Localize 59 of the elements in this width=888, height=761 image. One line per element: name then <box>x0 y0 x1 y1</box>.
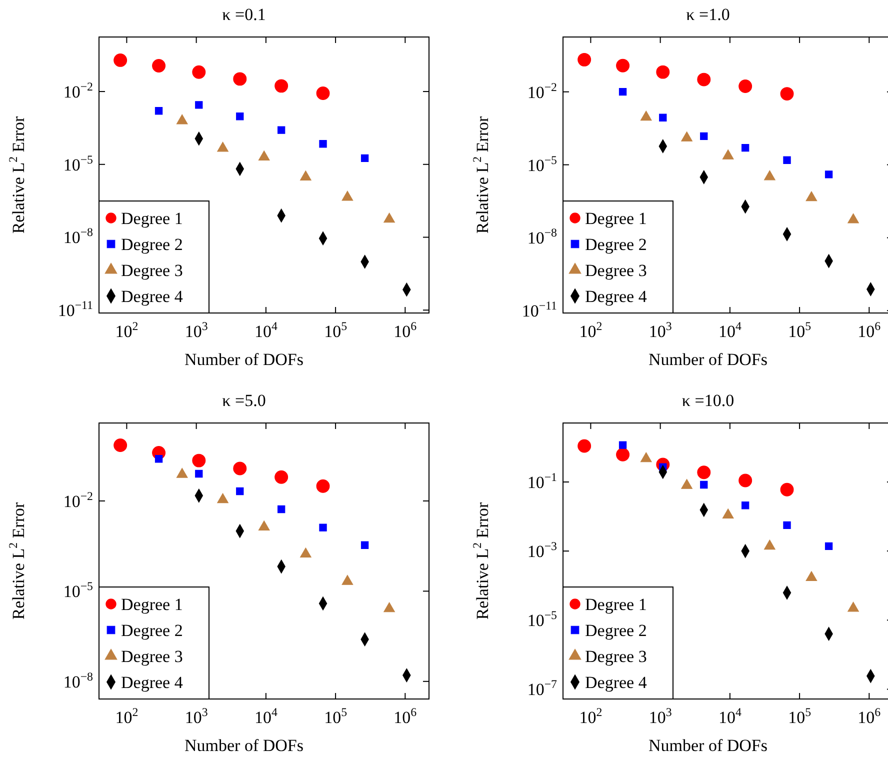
x-tick-label: 10$^{4}$ <box>718 319 742 341</box>
x-tick-label: 10$^{4}$ <box>718 705 742 727</box>
y-tick-label: 10$^{−11}$ <box>522 298 558 321</box>
legend-label: Degree 1 <box>585 595 647 614</box>
x-axis-title: Number of DOFs <box>184 736 304 755</box>
y-tick-label: 10$^{−8}$ <box>527 226 558 248</box>
legend-label: Degree 4 <box>121 287 184 306</box>
legend-label: Degree 4 <box>585 287 648 306</box>
x-tick-label: 10$^{6}$ <box>394 319 417 341</box>
x-tick-label: 10$^{2}$ <box>115 705 138 727</box>
x-tick-label: 10$^{2}$ <box>115 319 138 341</box>
x-tick-label: 10$^{3}$ <box>184 705 208 727</box>
y-tick-label: 10$^{−5}$ <box>527 152 558 175</box>
chart-title: κ =0.1 <box>222 5 266 24</box>
y-tick-label: 10$^{−8}$ <box>63 225 94 248</box>
x-tick-label: 10$^{2}$ <box>579 705 602 727</box>
x-tick-label: 10$^{3}$ <box>648 319 672 341</box>
legend-label: Degree 3 <box>585 647 647 666</box>
legend-label: Degree 3 <box>121 647 183 666</box>
chart-title: κ =5.0 <box>222 391 266 410</box>
y-tick-label: 10$^{−2}$ <box>63 80 94 102</box>
y-tick-label: 10$^{−8}$ <box>63 669 94 692</box>
x-tick-label: 10$^{5}$ <box>324 319 348 341</box>
x-tick-label: 10$^{5}$ <box>788 705 812 727</box>
y-tick-label: 10$^{−2}$ <box>527 80 558 102</box>
legend-label: Degree 2 <box>585 621 647 640</box>
x-tick-label: 10$^{4}$ <box>254 705 278 727</box>
legend-label: Degree 3 <box>121 261 183 280</box>
y-tick-label: 10$^{−7}$ <box>527 677 558 700</box>
x-tick-label: 10$^{3}$ <box>648 705 672 727</box>
legend-label: Degree 2 <box>121 235 183 254</box>
y-tick-label: 10$^{−5}$ <box>63 152 94 174</box>
x-tick-label: 10$^{5}$ <box>324 705 348 727</box>
x-tick-label: 10$^{5}$ <box>788 319 812 341</box>
chart-title: κ =10.0 <box>682 391 734 410</box>
y-tick-label: 10$^{−5}$ <box>527 608 558 630</box>
y-tick-label: 10$^{−3}$ <box>527 539 558 562</box>
x-axis-title: Number of DOFs <box>648 350 768 369</box>
x-tick-label: 10$^{2}$ <box>579 319 602 341</box>
y-tick-label: 10$^{−5}$ <box>63 579 94 602</box>
legend-label: Degree 4 <box>585 673 648 692</box>
x-tick-label: 10$^{3}$ <box>184 319 208 341</box>
x-tick-label: 10$^{6}$ <box>858 705 881 727</box>
legend-label: Degree 4 <box>121 673 184 692</box>
legend-label: Degree 2 <box>585 235 647 254</box>
x-tick-label: 10$^{6}$ <box>858 319 881 341</box>
legend-label: Degree 1 <box>121 595 183 614</box>
chart-title: κ =1.0 <box>686 5 730 24</box>
legend-label: Degree 1 <box>585 209 647 228</box>
legend-label: Degree 1 <box>121 209 183 228</box>
x-tick-label: 10$^{6}$ <box>394 705 417 727</box>
legend-label: Degree 2 <box>121 621 183 640</box>
y-tick-label: 10$^{−2}$ <box>63 488 94 511</box>
x-axis-title: Number of DOFs <box>184 350 304 369</box>
x-axis-title: Number of DOFs <box>648 736 768 755</box>
x-tick-label: 10$^{4}$ <box>254 319 278 341</box>
y-tick-label: 10$^{−11}$ <box>58 298 94 320</box>
legend-label: Degree 3 <box>585 261 647 280</box>
y-tick-label: 10$^{−1}$ <box>527 470 558 492</box>
